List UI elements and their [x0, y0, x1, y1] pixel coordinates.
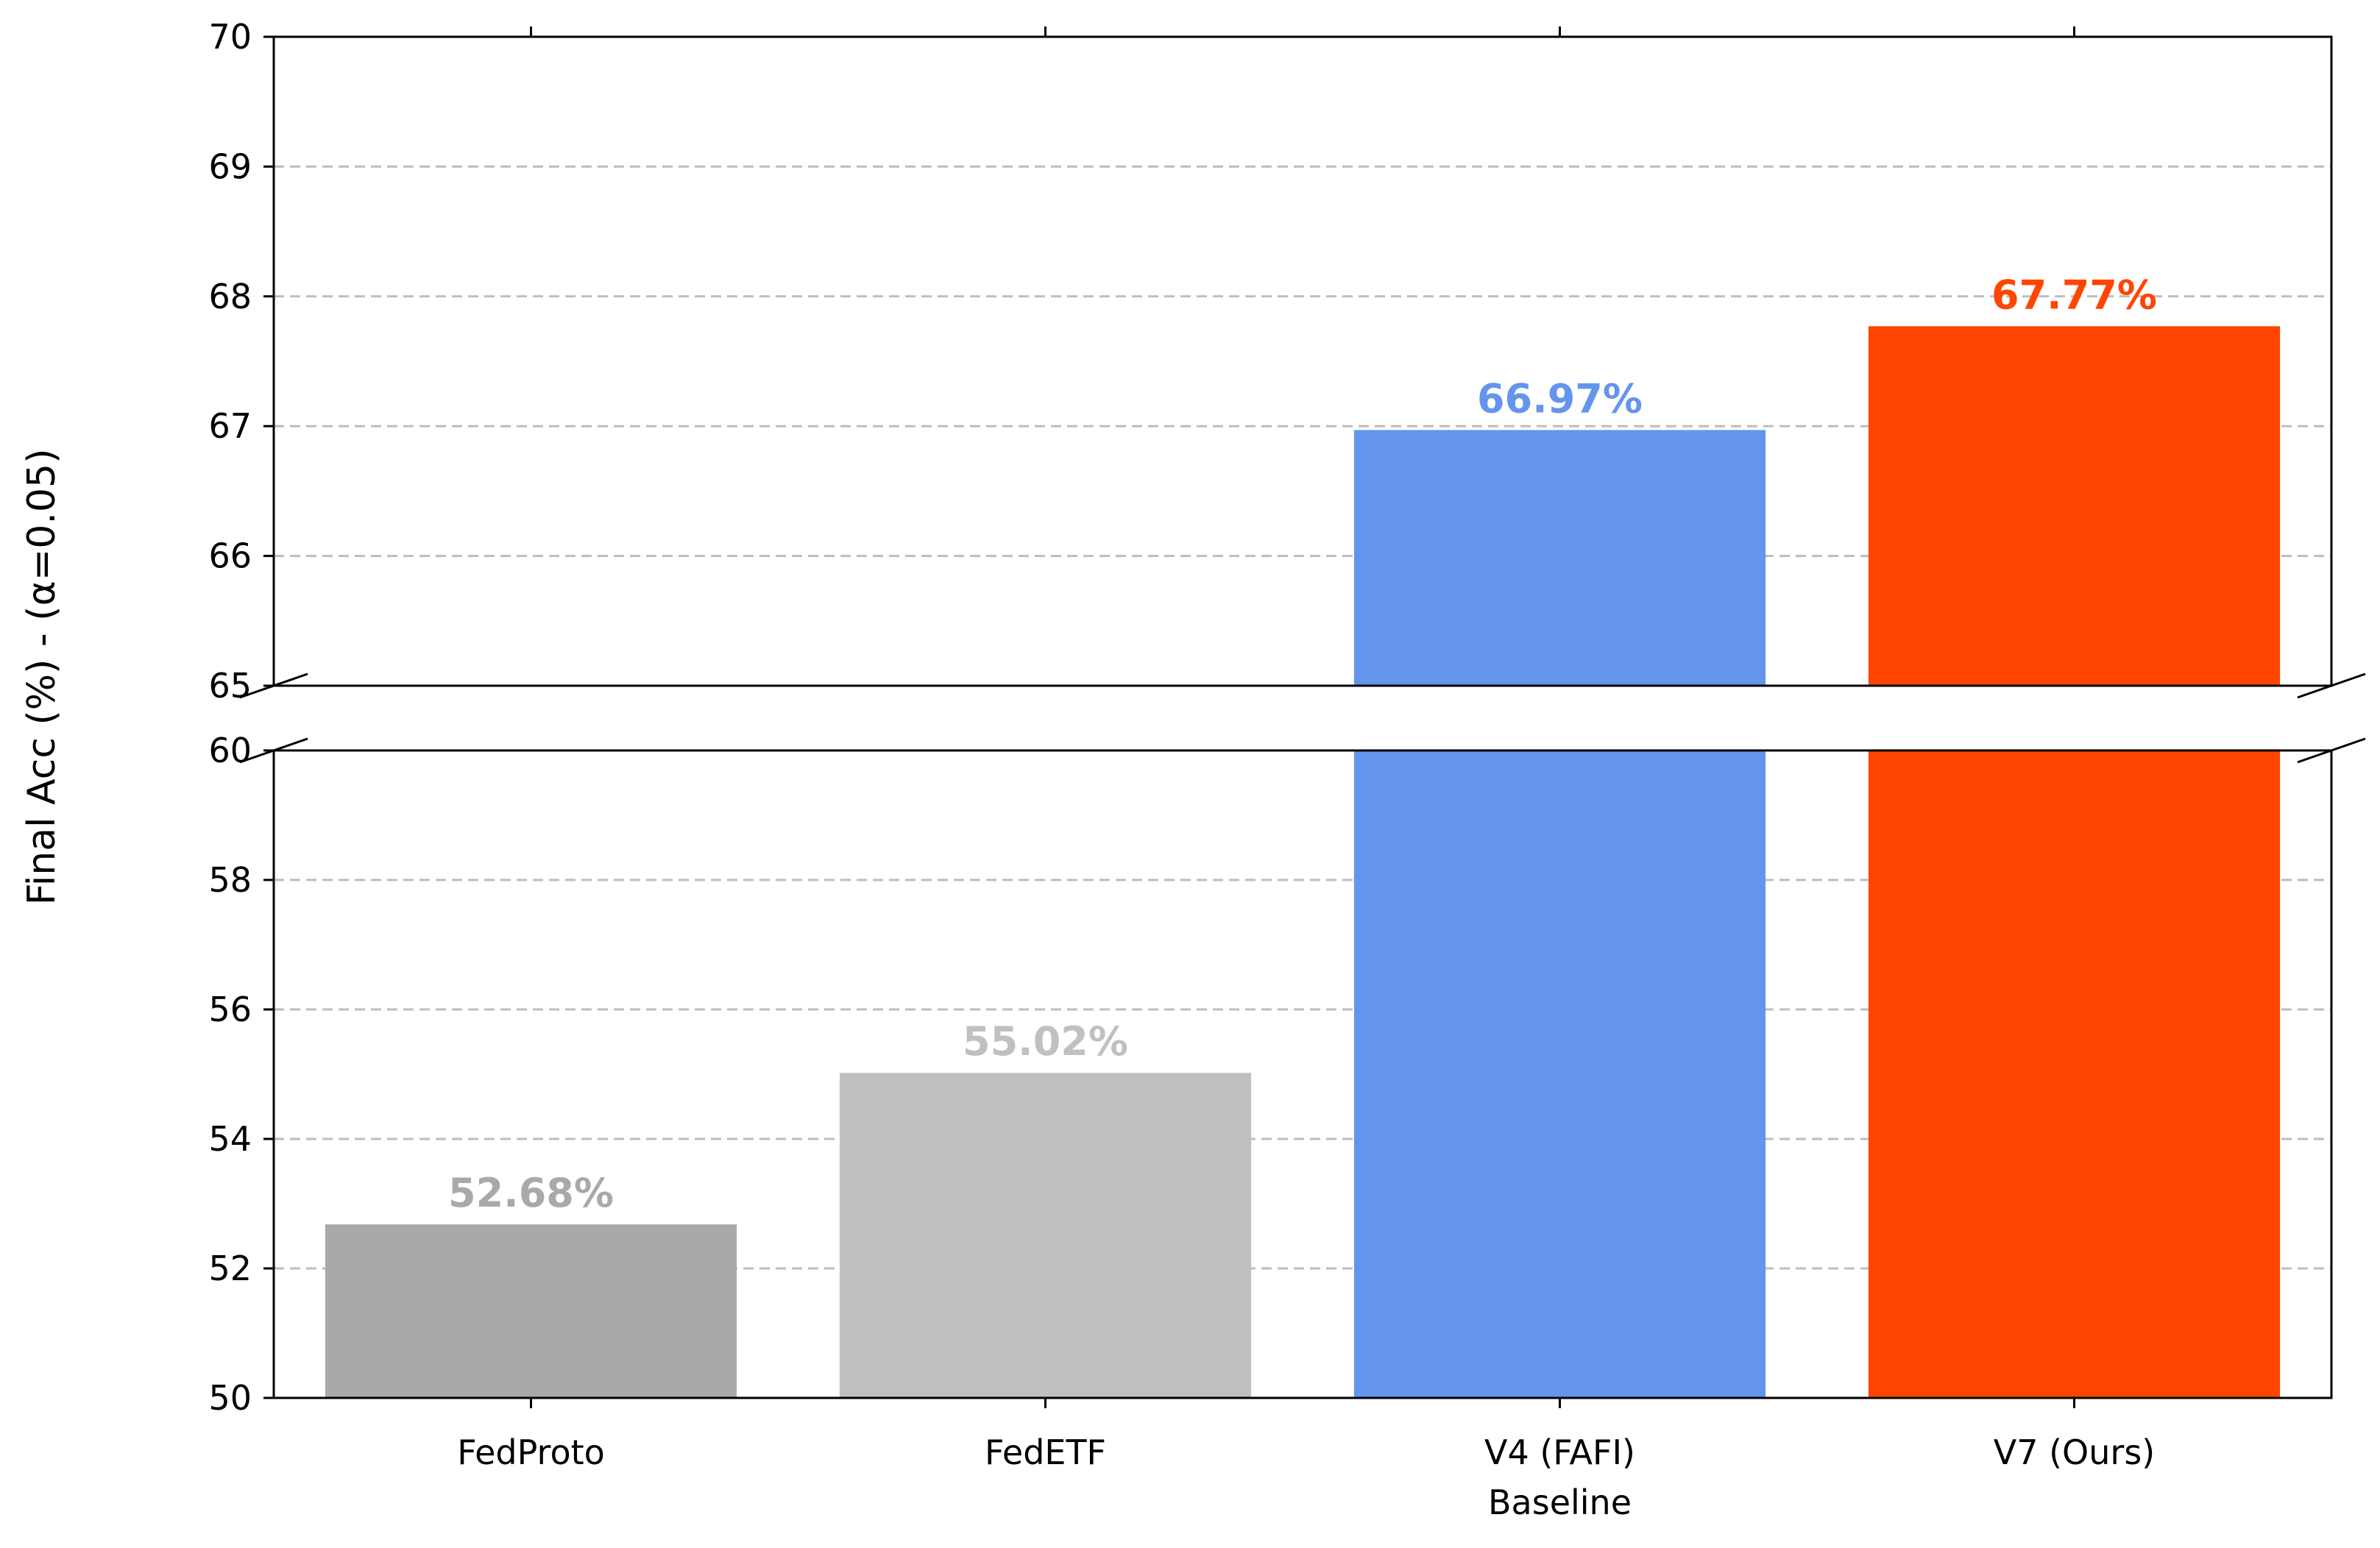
- bar-lower-segment: [1868, 750, 2281, 1398]
- y-tick-label: 68: [208, 277, 252, 316]
- axis-break-gap: [239, 672, 2366, 764]
- upper-axes-frame: [272, 35, 2333, 687]
- bar-upper-segment: [1868, 326, 2281, 686]
- axis-ticks: [263, 26, 2075, 1408]
- y-axis-label: Final Acc (%) - (α=0.05): [20, 449, 64, 906]
- y-tick-label: 50: [208, 1378, 252, 1418]
- y-tick-label: 65: [208, 666, 252, 706]
- bar-value-label: 67.77%: [1991, 271, 2157, 318]
- x-tick-label: FedProto: [457, 1432, 605, 1472]
- bar-lower-segment: [1353, 750, 1766, 1398]
- x-tick-label: FedETF: [985, 1432, 1106, 1472]
- y-tick-label: 60: [208, 731, 252, 770]
- y-tick-label: 69: [208, 146, 252, 186]
- bars: [325, 326, 2281, 1398]
- x-tick-label: V4 (FAFI) Baseline: [1484, 1432, 1635, 1522]
- bar-value-label: 55.02%: [963, 1018, 1128, 1065]
- y-tick-label: 56: [208, 990, 252, 1029]
- bar-value-labels: 52.68% 55.02% 66.97% 67.77%: [448, 271, 2157, 1216]
- break-gap: [272, 687, 2333, 749]
- bar-value-label: 52.68%: [448, 1170, 614, 1216]
- plot-frame: [272, 35, 2333, 1399]
- lower-axes-frame: [272, 749, 2333, 1399]
- y-tick-label: 52: [208, 1249, 252, 1288]
- bar-value-label: 66.97%: [1477, 375, 1643, 422]
- bar: [839, 1073, 1252, 1398]
- y-tick-label: 58: [208, 860, 252, 900]
- y-tick-label: 70: [208, 17, 252, 57]
- y-tick-label: 54: [208, 1119, 252, 1159]
- y-tick-label: 66: [208, 536, 252, 576]
- y-tick-label: 67: [208, 406, 252, 446]
- bar-upper-segment: [1353, 430, 1766, 686]
- x-tick-label: V7 (Ours): [1994, 1432, 2156, 1472]
- x-tick-labels: FedProto FedETF V4 (FAFI) Baseline V7 (Ours): [457, 1432, 2155, 1522]
- y-tick-labels: 50 52 54 56 58 60 65 66 67 68 69 70: [208, 17, 252, 1418]
- bar: [325, 1224, 737, 1398]
